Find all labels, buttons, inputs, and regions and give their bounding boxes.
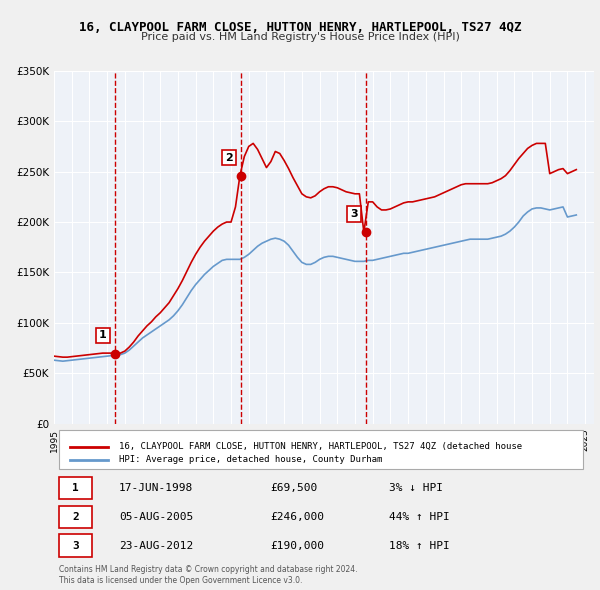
FancyBboxPatch shape <box>59 506 92 528</box>
Text: This data is licensed under the Open Government Licence v3.0.: This data is licensed under the Open Gov… <box>59 576 303 585</box>
Text: 2: 2 <box>225 152 233 162</box>
Text: £190,000: £190,000 <box>270 540 324 550</box>
Text: Price paid vs. HM Land Registry's House Price Index (HPI): Price paid vs. HM Land Registry's House … <box>140 32 460 42</box>
FancyBboxPatch shape <box>59 477 92 499</box>
Text: 18% ↑ HPI: 18% ↑ HPI <box>389 540 449 550</box>
Text: 1: 1 <box>72 483 79 493</box>
FancyBboxPatch shape <box>59 430 583 468</box>
Text: 2: 2 <box>72 512 79 522</box>
Text: 3: 3 <box>72 540 79 550</box>
Text: £69,500: £69,500 <box>270 483 317 493</box>
Text: 17-JUN-1998: 17-JUN-1998 <box>119 483 193 493</box>
Text: 44% ↑ HPI: 44% ↑ HPI <box>389 512 449 522</box>
Text: 1: 1 <box>99 330 107 340</box>
Text: Contains HM Land Registry data © Crown copyright and database right 2024.: Contains HM Land Registry data © Crown c… <box>59 565 358 574</box>
Text: HPI: Average price, detached house, County Durham: HPI: Average price, detached house, Coun… <box>119 455 382 464</box>
Text: 3: 3 <box>350 209 358 219</box>
Text: 23-AUG-2012: 23-AUG-2012 <box>119 540 193 550</box>
FancyBboxPatch shape <box>59 535 92 557</box>
Text: 3% ↓ HPI: 3% ↓ HPI <box>389 483 443 493</box>
Text: £246,000: £246,000 <box>270 512 324 522</box>
Text: 16, CLAYPOOL FARM CLOSE, HUTTON HENRY, HARTLEPOOL, TS27 4QZ (detached house: 16, CLAYPOOL FARM CLOSE, HUTTON HENRY, H… <box>119 442 522 451</box>
Text: 16, CLAYPOOL FARM CLOSE, HUTTON HENRY, HARTLEPOOL, TS27 4QZ: 16, CLAYPOOL FARM CLOSE, HUTTON HENRY, H… <box>79 21 521 34</box>
Text: 05-AUG-2005: 05-AUG-2005 <box>119 512 193 522</box>
